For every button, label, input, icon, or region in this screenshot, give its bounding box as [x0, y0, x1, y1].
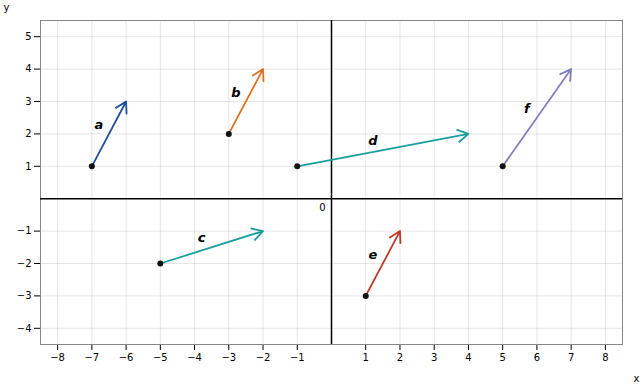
- svg-text:e: e: [368, 247, 377, 262]
- svg-text:a: a: [95, 117, 104, 132]
- svg-text:5: 5: [25, 31, 31, 42]
- svg-text:4: 4: [25, 63, 31, 74]
- svg-text:1: 1: [363, 352, 369, 363]
- svg-text:−1: −1: [290, 352, 305, 363]
- svg-text:6: 6: [534, 352, 540, 363]
- svg-text:2: 2: [25, 128, 31, 139]
- svg-text:−4: −4: [17, 323, 32, 334]
- svg-text:y: y: [4, 2, 10, 13]
- svg-text:−2: −2: [256, 352, 271, 363]
- svg-text:4: 4: [465, 352, 471, 363]
- svg-text:0: 0: [319, 202, 325, 213]
- svg-text:f: f: [524, 101, 532, 116]
- svg-text:x: x: [634, 373, 640, 384]
- svg-text:b: b: [231, 85, 240, 100]
- svg-text:d: d: [368, 133, 378, 148]
- svg-text:7: 7: [568, 352, 574, 363]
- svg-text:2: 2: [397, 352, 403, 363]
- svg-text:c: c: [198, 230, 206, 245]
- svg-text:1: 1: [25, 161, 31, 172]
- svg-text:−6: −6: [119, 352, 134, 363]
- svg-text:−5: −5: [153, 352, 168, 363]
- svg-text:3: 3: [431, 352, 437, 363]
- svg-text:−3: −3: [221, 352, 236, 363]
- svg-text:5: 5: [499, 352, 505, 363]
- svg-text:−3: −3: [17, 290, 32, 301]
- svg-text:−4: −4: [187, 352, 202, 363]
- svg-text:−7: −7: [84, 352, 99, 363]
- svg-text:−8: −8: [50, 352, 65, 363]
- svg-text:8: 8: [602, 352, 608, 363]
- svg-text:−1: −1: [17, 225, 32, 236]
- svg-text:−2: −2: [17, 258, 32, 269]
- svg-text:3: 3: [25, 96, 31, 107]
